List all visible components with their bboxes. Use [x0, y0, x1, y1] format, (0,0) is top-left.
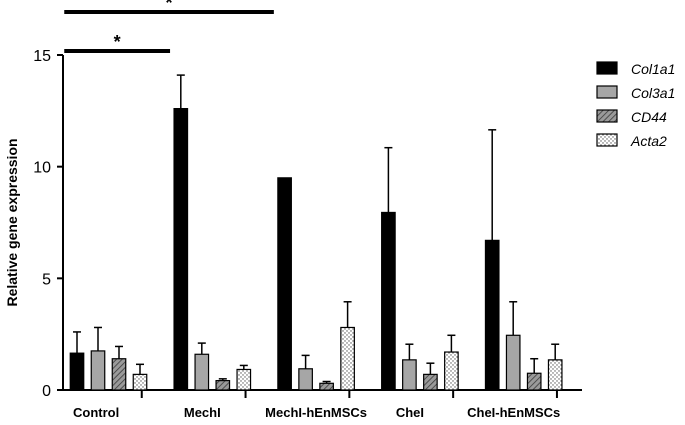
bar-mechi-henmscs-acta2	[340, 326, 355, 391]
legend-swatch-cd44	[596, 109, 618, 123]
bar-mechi-acta2	[236, 368, 252, 391]
significance-star: *	[114, 32, 121, 52]
bar-chei-henmscs-col1a1	[484, 239, 500, 391]
x-tick-label-mechi: MechI	[184, 405, 221, 420]
x-tick-labels: Control MechI MechI-hEnMSCs CheI CheI-hEnMSC…	[73, 405, 560, 420]
bar-chei-henmscs-acta2	[547, 359, 563, 391]
legend-swatch-acta2	[596, 133, 618, 147]
y-tick-label: 0	[42, 383, 51, 400]
bar-mechi-col1a1	[173, 107, 189, 391]
bar-mechi-henmscs-cd44	[319, 382, 334, 391]
y-tick-label: 5	[42, 271, 51, 288]
legend: Col1a1 Col3a1 CD44 Acta2	[596, 61, 675, 149]
x-tick-label-mechi-henmscs: MechI-hEnMSCs	[265, 405, 367, 420]
bar-chei-col3a1	[402, 359, 417, 391]
legend-swatch-col3a1	[596, 85, 618, 99]
significance-star: *	[166, 0, 173, 13]
bar-control-acta2	[132, 373, 148, 391]
bars-layer	[69, 74, 563, 391]
bar-control-col3a1	[90, 350, 106, 391]
x-tick-label-control: Control	[73, 405, 119, 420]
bar-chei-henmscs-col3a1	[505, 334, 521, 391]
y-tick-label: 15	[33, 48, 51, 65]
y-axis-title: Relative gene expression	[4, 138, 20, 306]
legend-label-acta2: Acta2	[630, 133, 667, 149]
bar-mechi-henmscs-col3a1	[298, 368, 313, 391]
bar-chei-acta2	[444, 351, 459, 391]
bar-mechi-henmscs-col1a1	[277, 177, 292, 391]
bar-chei-cd44	[423, 373, 438, 391]
bar-control-col1a1	[69, 352, 85, 391]
legend-swatch-col1a1	[596, 61, 618, 75]
bar-mechi-col3a1	[194, 353, 210, 391]
x-tick-label-chei: CheI	[396, 405, 424, 420]
legend-label-cd44: CD44	[631, 109, 667, 125]
x-tick-label-chei-henmscs: CheI-hEnMSCs	[467, 405, 560, 420]
legend-label-col3a1: Col3a1	[631, 85, 675, 101]
legend-label-col1a1: Col1a1	[631, 61, 675, 77]
bar-mechi-cd44	[215, 380, 231, 391]
bar-chei-col1a1	[381, 211, 396, 391]
bar-control-cd44	[111, 358, 127, 391]
y-tick-label: 10	[33, 160, 51, 177]
bar-chei-henmscs-cd44	[526, 372, 542, 391]
significance-annotations: **	[64, 0, 274, 53]
